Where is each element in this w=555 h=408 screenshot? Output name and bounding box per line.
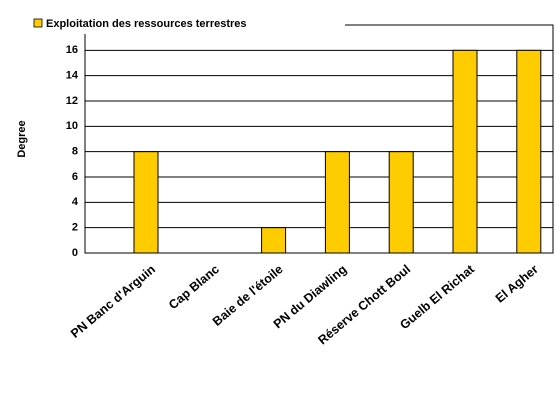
bar [388, 151, 414, 254]
y-tick-label: 4 [72, 196, 79, 208]
y-tick-label: 10 [66, 120, 78, 132]
bar [516, 49, 542, 254]
bar [261, 227, 287, 254]
y-tick-label: 6 [72, 171, 78, 183]
y-tick-label: 2 [72, 222, 78, 234]
y-tick-label: 0 [72, 247, 78, 259]
legend-swatch [33, 18, 43, 28]
y-axis-label: Degree [16, 120, 28, 157]
legend-label: Exploitation des ressources terrestres [46, 18, 247, 30]
bar [133, 151, 159, 254]
y-tick-label: 16 [66, 44, 78, 56]
bar [452, 49, 478, 254]
bar [324, 151, 350, 254]
y-tick-label: 14 [66, 70, 79, 82]
y-tick-label: 8 [72, 146, 78, 158]
legend-background [30, 14, 345, 34]
y-tick-label: 12 [66, 95, 78, 107]
